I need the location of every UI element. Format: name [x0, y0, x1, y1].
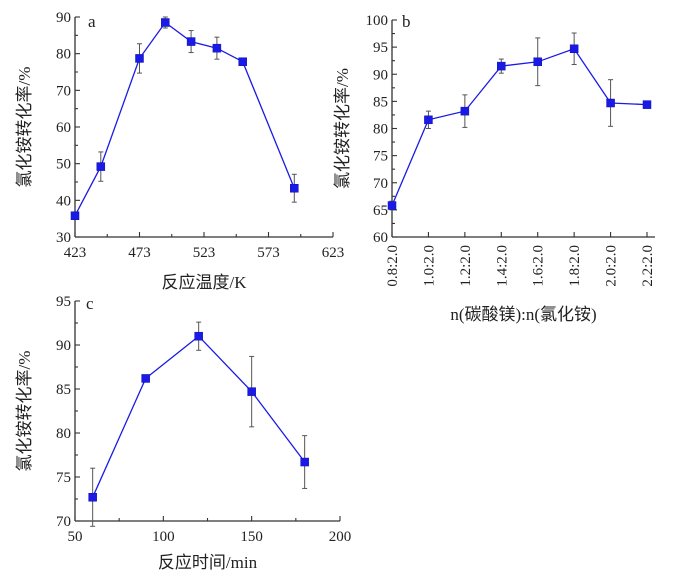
a-data-point	[212, 43, 222, 53]
a-data-point	[161, 18, 170, 27]
b-data-point	[424, 115, 433, 125]
c-x-tick-label: 150	[240, 529, 263, 545]
b-x-tick-label: 2.0:2.0	[604, 245, 620, 287]
c-x-tick-label: 100	[152, 529, 175, 545]
a-series-line	[74, 21, 295, 217]
a-data-point	[186, 37, 196, 46]
a-data-point	[70, 211, 80, 220]
a-data-point	[96, 162, 106, 171]
b-x-tick-label: 1.6:2.0	[531, 245, 547, 287]
b-x-tick-label: 0.8:2.0	[385, 245, 401, 287]
b-x-axis-title: n(碳酸镁):n(氯化铵)	[450, 305, 596, 324]
c-y-tick-label: 80	[56, 426, 71, 442]
b-y-tick-label: 85	[373, 94, 388, 110]
b-y-tick-label: 80	[373, 122, 388, 138]
panel-c: 70 75 80 85 90 95 50 100 150 200 c 反应时间/min 氯化铵转化率/%	[15, 294, 351, 572]
b-y-tick-label: 75	[373, 149, 388, 165]
b-x-tick-label: 1.8:2.0	[567, 245, 583, 287]
b-x-tick-label: 1.0:2.0	[421, 245, 437, 287]
c-data-point	[194, 331, 203, 341]
c-y-tick-label: 85	[56, 382, 71, 398]
a-y-tick-label: 90	[56, 10, 71, 26]
c-data-point	[300, 457, 309, 467]
c-data-point	[141, 374, 150, 383]
c-y-tick-label: 90	[56, 338, 71, 354]
b-x-tick-label: 1.4:2.0	[494, 245, 510, 287]
b-data-point	[606, 98, 615, 108]
b-y-tick-label: 60	[373, 230, 388, 246]
b-data-point	[642, 100, 652, 109]
a-data-point	[290, 183, 299, 193]
a-data-point	[135, 54, 144, 63]
b-y-tick-label: 95	[373, 40, 388, 56]
b-y-tick-label: 90	[373, 67, 388, 83]
c-series-line	[92, 335, 306, 498]
a-panel-label: a	[88, 12, 96, 31]
a-y-tick-label: 80	[56, 47, 71, 63]
c-y-tick-label: 95	[56, 294, 71, 310]
c-data-point	[247, 387, 256, 396]
c-x-tick-label: 200	[329, 529, 352, 545]
a-x-tick-label: 473	[128, 245, 151, 261]
b-x-tick-label: 1.2:2.0	[458, 245, 474, 287]
c-x-axis-title: 反应时间/min	[158, 553, 258, 572]
a-y-tick-label: 40	[56, 193, 71, 209]
b-data-point	[569, 44, 579, 54]
a-x-tick-label: 573	[257, 245, 280, 261]
b-y-tick-label: 65	[373, 203, 388, 219]
a-y-tick-label: 70	[56, 83, 71, 99]
a-x-tick-label: 623	[322, 245, 345, 261]
a-data-point	[238, 57, 247, 66]
b-data-point	[533, 57, 542, 67]
b-data-point	[460, 106, 470, 116]
c-x-tick-label: 50	[68, 529, 83, 545]
a-y-axis-title: 氯化铵转化率/%	[15, 67, 34, 188]
b-data-point	[497, 61, 506, 71]
c-data-point	[88, 492, 97, 502]
c-y-axis-title: 氯化铵转化率/%	[15, 351, 34, 472]
b-panel-label: b	[402, 12, 411, 31]
b-x-tick-label: 2.2:2.0	[640, 245, 656, 287]
a-x-tick-label: 423	[64, 245, 87, 261]
a-x-axis-title: 反应温度/K	[162, 273, 248, 292]
c-panel-label: c	[86, 294, 94, 313]
c-y-tick-label: 75	[56, 470, 71, 486]
b-y-tick-label: 100	[366, 13, 389, 29]
panel-b: 60 65 70 75 80 85 90 95 100 0.8:2.0 1.0:2.0 1.2:2.0…	[333, 12, 656, 324]
b-series-line	[391, 48, 648, 206]
a-x-tick-label: 523	[193, 245, 216, 261]
b-y-axis-title: 氯化铵转化率/%	[333, 68, 352, 189]
a-y-tick-label: 50	[56, 157, 71, 173]
b-y-tick-label: 70	[373, 176, 388, 192]
c-y-tick-label: 70	[56, 514, 71, 530]
a-y-tick-label: 60	[56, 120, 71, 136]
panel-a: 30 40 50 60 70 80 90 423 473 523 573 623 a 反应温度/K 氯化铵转…	[15, 10, 344, 292]
b-data-point	[387, 201, 397, 210]
a-y-tick-label: 30	[56, 230, 71, 246]
